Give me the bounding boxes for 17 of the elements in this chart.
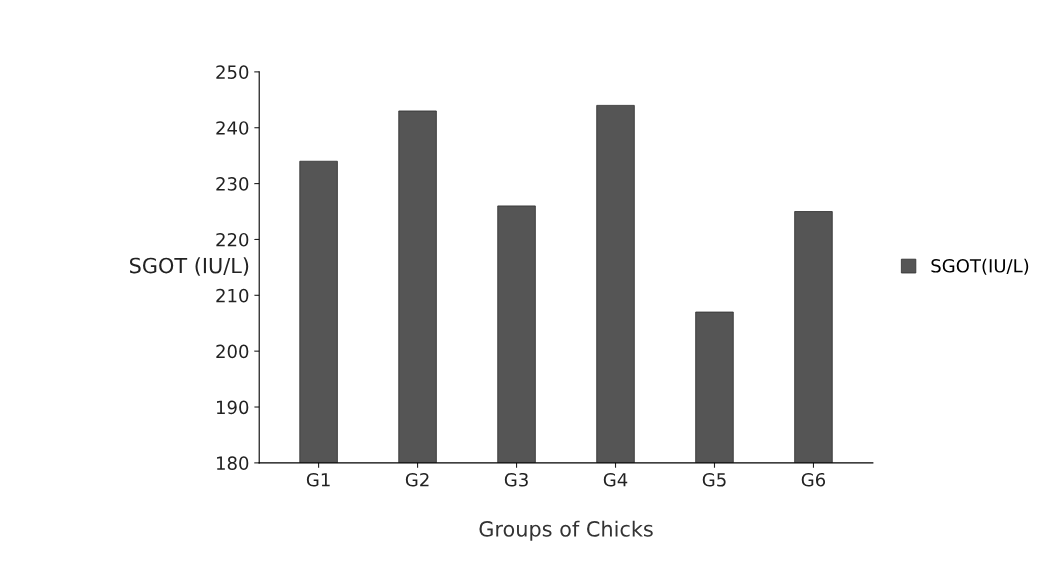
legend-label: SGOT(IU/L) [931, 258, 1029, 275]
y-tick-label: 180 [217, 456, 249, 470]
y-tick-label: 190 [217, 400, 249, 415]
y-tick-label: 210 [216, 288, 249, 303]
y-tick-label: 250 [216, 65, 249, 79]
y-tick-label: 220 [216, 232, 249, 247]
y-tick-label: 230 [216, 177, 249, 191]
y-axis-title: SGOT (IU/L) [129, 257, 249, 276]
x-tick-label: G6 [801, 472, 826, 487]
x-axis-title: Groups of Chicks [479, 520, 653, 541]
x-tick-label: G4 [603, 472, 628, 487]
y-tick-label: 200 [216, 344, 249, 359]
y-tick-label: 240 [216, 121, 249, 135]
x-tick-label: G5 [702, 472, 726, 487]
x-tick-label: G2 [405, 472, 429, 487]
x-tick-label: G3 [504, 472, 528, 487]
x-tick-label: G1 [306, 472, 330, 487]
